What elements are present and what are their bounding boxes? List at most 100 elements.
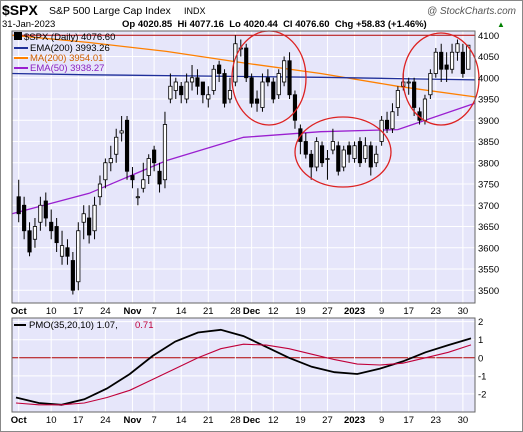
candle-up — [76, 230, 81, 283]
candle-down — [444, 64, 449, 70]
candle-down — [254, 98, 260, 104]
candle-up — [466, 44, 471, 70]
candle-up — [38, 204, 43, 223]
candle-down — [65, 247, 70, 257]
legend-ma200: MA(200) 3954.01 — [30, 53, 103, 64]
pmo-panel-bg — [12, 318, 475, 412]
candle-down — [292, 94, 298, 121]
y-tick-label: 3900 — [478, 116, 499, 127]
candle-down — [249, 77, 254, 104]
candle-down — [49, 221, 54, 232]
y-tick-label: 3850 — [478, 137, 499, 148]
pmo-legend: PMO(35,20,10) 1.07, 0.71 — [14, 320, 154, 331]
candle-down — [460, 51, 465, 74]
x-tick-label: 17 — [403, 306, 414, 317]
candle-up — [141, 179, 146, 189]
pmo-label: PMO(35,20,10) 1.07, — [29, 320, 118, 331]
x-tick-label: 23 — [431, 306, 442, 317]
candle-down — [271, 81, 276, 100]
x-tick-label: Dec — [243, 306, 260, 317]
candle-up — [428, 73, 433, 96]
pmo-x-tick-label: Oct — [11, 415, 28, 426]
candle-up — [330, 141, 335, 151]
candle-down — [152, 149, 157, 164]
candle-up — [168, 85, 173, 100]
pmo-x-tick-label: 14 — [176, 415, 187, 426]
pmo-x-tick-label: 21 — [203, 415, 214, 426]
y-tick-label: 4050 — [478, 52, 499, 63]
annotation-circle — [402, 32, 480, 126]
candle-down — [357, 141, 363, 164]
pmo-x-tick-label: 9 — [379, 415, 384, 426]
y-tick-label: 3750 — [478, 180, 499, 191]
pmo-y-tick-label: 0 — [478, 353, 483, 364]
pmo-x-tick-label: Dec — [243, 415, 260, 426]
y-tick-label: 3500 — [478, 286, 499, 297]
annotation-circle — [294, 116, 392, 188]
candle-down — [157, 170, 162, 185]
candle-up — [352, 145, 357, 159]
candle-down — [217, 64, 222, 74]
candle-down — [368, 145, 373, 168]
candle-down — [439, 51, 444, 70]
candle-up — [433, 51, 438, 74]
y-tick-label: 4000 — [478, 73, 499, 84]
y-tick-label: 4100 — [478, 31, 499, 42]
legend-ema200: EMA(200) 3993.26 — [30, 43, 110, 54]
pmo-axis-labels: -2 -1 0 1 2 — [478, 317, 486, 400]
candle-up — [390, 111, 395, 130]
candle-up — [341, 149, 346, 168]
legend-price: $SPX (Daily) 4076.60 — [24, 32, 115, 43]
candle-up — [92, 204, 97, 232]
candle-up — [108, 158, 113, 164]
candle-down — [22, 204, 27, 232]
candle-up — [455, 43, 460, 53]
price-legend: $SPX (Daily) 4076.60 EMA(200) 3993.26 MA… — [14, 32, 115, 74]
candle-down — [309, 153, 314, 168]
candle-up — [282, 60, 287, 83]
candle-up — [374, 153, 379, 164]
ema50-line — [11, 102, 476, 215]
x-tick-label: 10 — [46, 306, 57, 317]
candle-up — [211, 68, 216, 91]
candle-down — [16, 196, 21, 215]
candle-down — [222, 73, 227, 104]
candle-up — [162, 124, 168, 181]
x-tick-label: 21 — [203, 306, 214, 317]
pmo-x-tick-label: 12 — [268, 415, 279, 426]
legend-price-swatch — [14, 32, 22, 40]
up-arrow-icon: ▲ — [497, 20, 505, 29]
candle-down — [384, 119, 390, 130]
date-label: 31-Jan-2023 — [2, 19, 55, 30]
x-tick-label: 7 — [151, 306, 156, 317]
watermark: @ StockCharts.com — [427, 6, 516, 17]
candle-up — [395, 90, 400, 108]
legend-ema50: EMA(50) 3938.27 — [30, 63, 104, 74]
pmo-y-tick-label: -2 — [478, 389, 486, 400]
price-x-axis: Oct 10 17 24 Nov 7 14 21 28 Dec 12 19 27 2023 9 17 23 30 — [11, 306, 468, 317]
candle-up — [81, 213, 86, 223]
candle-down — [336, 145, 341, 172]
candle-down — [265, 77, 270, 83]
candle-up — [449, 51, 455, 70]
x-tick-label: 27 — [322, 306, 333, 317]
x-tick-label: 30 — [458, 306, 469, 317]
candle-up — [114, 136, 119, 155]
symbol-title: $SPX — [2, 2, 38, 18]
pmo-x-tick-label: 10 — [46, 415, 57, 426]
pmo-signal-line — [15, 343, 472, 406]
candle-up — [146, 158, 151, 176]
price-panel-frame — [11, 30, 476, 304]
candle-down — [179, 85, 184, 96]
pmo-x-tick-label: 30 — [458, 415, 469, 426]
y-tick-label: 3550 — [478, 265, 499, 276]
candle-down — [244, 47, 249, 79]
pmo-x-tick-label: 7 — [151, 415, 156, 426]
candle-up — [325, 158, 330, 160]
candle-down — [347, 145, 352, 155]
pmo-x-tick-label: 27 — [322, 415, 333, 426]
x-tick-label: 28 — [230, 306, 241, 317]
pmo-x-tick-label: 24 — [100, 415, 111, 426]
candle-down — [54, 226, 59, 244]
candlesticks — [16, 35, 471, 295]
